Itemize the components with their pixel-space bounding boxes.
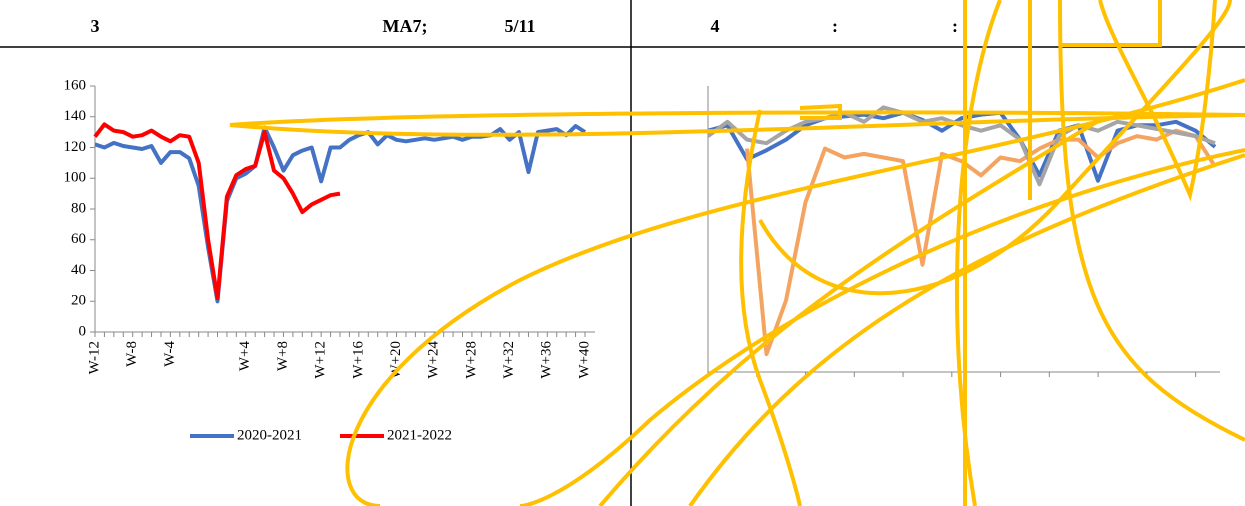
scribble xyxy=(1060,0,1245,440)
legend-label: 2021-2022 xyxy=(387,427,452,443)
scribble xyxy=(741,110,800,506)
scribble xyxy=(1100,0,1215,195)
y-tick-label: 120 xyxy=(64,139,87,155)
series-line xyxy=(747,131,1215,354)
scribble xyxy=(520,150,1245,506)
header-text: 3 xyxy=(91,16,100,36)
x-tick-label: W+40 xyxy=(576,341,592,379)
x-tick-label: W+8 xyxy=(275,341,291,371)
scribbles xyxy=(230,0,1245,506)
y-tick-label: 20 xyxy=(71,293,86,309)
x-tick-label: W-8 xyxy=(124,341,140,367)
x-tick-label: W+36 xyxy=(539,341,555,379)
legend-label: 2020-2021 xyxy=(237,427,302,443)
page: 3 MA7; 5/11 4 : : 0 20 40 60 80 100 120 140 160 W… xyxy=(0,0,1245,506)
document: 3 MA7; 5/11 4 : : 0 20 40 60 80 100 120 140 160 W… xyxy=(0,0,1245,506)
header-text: : xyxy=(952,16,958,36)
x-tick-label: W-12 xyxy=(86,341,102,374)
header-text: : xyxy=(832,16,838,36)
y-tick-label: 80 xyxy=(71,200,86,216)
x-tick-label: W+4 xyxy=(237,341,253,372)
x-tick-label: W+24 xyxy=(426,341,442,379)
header-text: MA7; xyxy=(383,16,428,36)
y-tick-label: 160 xyxy=(64,77,87,93)
y-tick-label: 100 xyxy=(64,170,87,186)
x-tick-label: W+12 xyxy=(313,341,329,379)
y-tick-label: 40 xyxy=(71,262,86,278)
x-tick-label: W+16 xyxy=(350,341,366,379)
scribble xyxy=(600,120,1245,506)
header-text: 5/11 xyxy=(504,16,535,36)
x-tick-label: W+32 xyxy=(501,341,517,379)
header-text: 4 xyxy=(711,16,720,36)
y-tick-label: 140 xyxy=(64,108,87,124)
x-tick-label: W+28 xyxy=(463,341,479,379)
y-tick-label: 0 xyxy=(79,323,87,339)
y-tick-label: 60 xyxy=(71,231,86,247)
x-tick-label: W-4 xyxy=(162,341,178,367)
series-line xyxy=(95,126,585,301)
